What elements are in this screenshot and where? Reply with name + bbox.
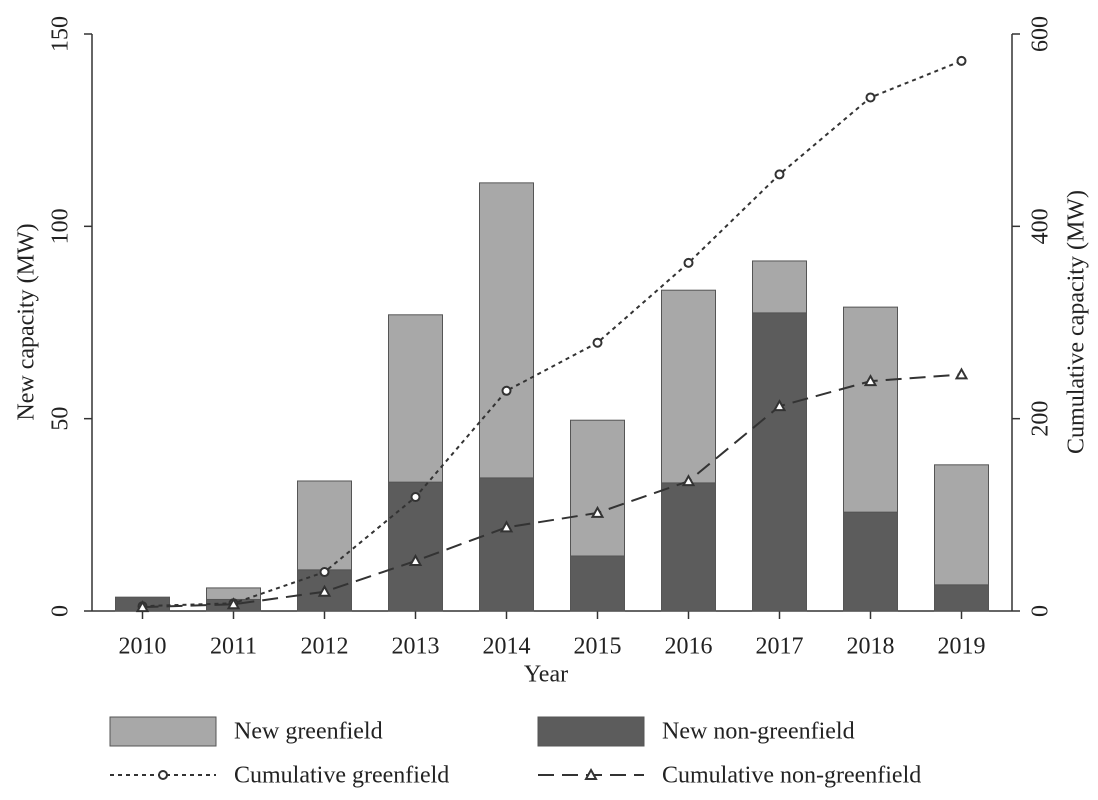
x-tick-label: 2017 <box>756 634 804 660</box>
marker <box>863 374 878 387</box>
marker <box>319 567 330 578</box>
marker <box>772 399 787 412</box>
y-tick-label: 100 <box>48 208 74 244</box>
marker <box>158 770 168 780</box>
bar <box>661 482 716 612</box>
bar <box>843 306 898 513</box>
marker <box>865 92 876 103</box>
marker <box>499 520 514 533</box>
x-tick-label: 2015 <box>574 634 622 660</box>
bar <box>570 555 625 612</box>
bar <box>388 314 443 483</box>
bar <box>752 260 807 314</box>
x-tick-label: 2014 <box>483 634 531 660</box>
x-tick-label: 2012 <box>301 634 349 660</box>
bar <box>388 481 443 612</box>
x-tick-label: 2011 <box>210 634 257 660</box>
marker <box>584 767 598 780</box>
y2-tick-label: 600 <box>1028 16 1054 52</box>
marker <box>590 505 605 518</box>
legend-label: Cumulative non-greenfield <box>662 763 921 789</box>
bar <box>479 477 534 612</box>
y2-tick-label: 200 <box>1028 401 1054 437</box>
marker <box>683 257 694 268</box>
marker <box>774 169 785 180</box>
y-tick-label: 0 <box>48 605 74 617</box>
legend-label: New non-greenfield <box>662 719 855 745</box>
y2-tick-label: 0 <box>1028 605 1054 617</box>
marker <box>317 584 332 597</box>
marker <box>410 492 421 503</box>
bar <box>934 584 989 612</box>
legend-label: Cumulative greenfield <box>234 763 449 789</box>
line <box>142 373 962 609</box>
legend-label: New greenfield <box>234 719 383 745</box>
x-tick-label: 2016 <box>665 634 713 660</box>
x-axis-label: Year <box>524 662 568 688</box>
legend-swatch <box>537 716 645 747</box>
bar <box>934 464 989 586</box>
marker <box>226 597 241 610</box>
marker <box>592 337 603 348</box>
bar <box>661 289 716 484</box>
line <box>142 59 962 608</box>
y2-tick-label: 400 <box>1028 208 1054 244</box>
x-tick-label: 2010 <box>119 634 167 660</box>
marker <box>135 600 150 613</box>
bar <box>752 312 807 612</box>
marker <box>681 474 696 487</box>
y2-axis-label: Cumulative capacity (MW) <box>1064 190 1090 454</box>
x-tick-label: 2019 <box>938 634 986 660</box>
marker <box>408 553 423 566</box>
y-axis-label: New capacity (MW) <box>14 223 40 420</box>
x-tick-label: 2013 <box>392 634 440 660</box>
y-tick-label: 150 <box>48 16 74 52</box>
bar <box>479 182 534 479</box>
bar <box>843 511 898 612</box>
legend-swatch <box>109 716 217 747</box>
marker <box>956 55 967 66</box>
y-tick-label: 50 <box>48 407 74 431</box>
x-tick-label: 2018 <box>847 634 895 660</box>
bar <box>570 419 625 557</box>
bar <box>297 480 352 571</box>
marker <box>954 367 969 380</box>
marker <box>501 385 512 396</box>
